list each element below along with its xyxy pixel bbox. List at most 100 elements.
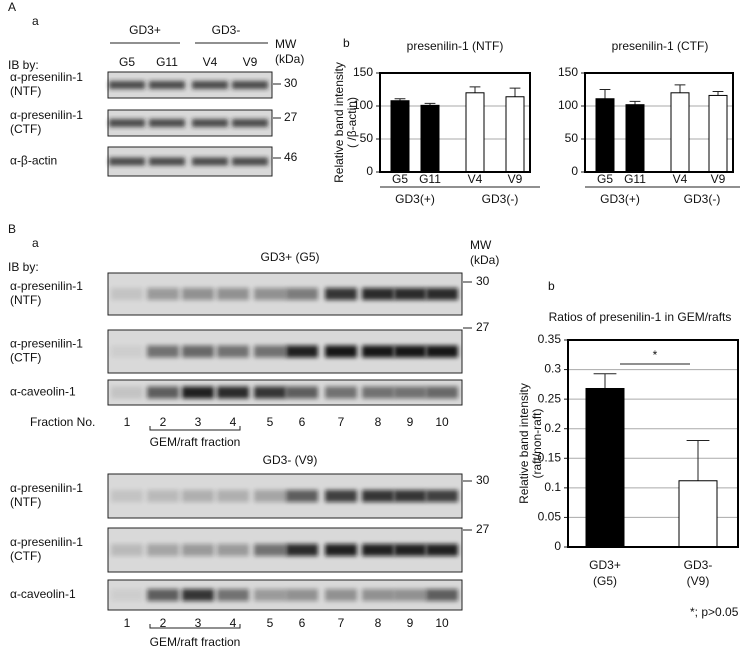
row-label: α-presenilin-1	[10, 535, 83, 549]
chart-title: presenilin-1 (CTF)	[612, 39, 709, 53]
row-label: (NTF)	[10, 495, 41, 509]
y-tick-label: 0.2	[544, 421, 561, 435]
row-label: α-presenilin-1	[10, 108, 83, 122]
y-tick-label: 0.3	[544, 362, 561, 376]
fraction-number: 6	[299, 616, 306, 630]
band	[109, 157, 145, 166]
band	[111, 345, 143, 358]
bar	[390, 100, 410, 173]
row-label: (NTF)	[10, 84, 41, 98]
y-tick-label: 150	[558, 65, 578, 79]
mw-marker: 27	[284, 110, 298, 124]
row-label: α-β-actin	[10, 154, 57, 168]
x-tick-label: V4	[468, 172, 483, 186]
fraction-number: 2	[160, 415, 167, 429]
x-tick-sublabel: (V9)	[687, 574, 710, 588]
band	[232, 81, 268, 89]
bar	[670, 92, 690, 173]
band	[325, 544, 357, 556]
y-tick-label: 0	[571, 164, 578, 178]
ib-by: IB by:	[8, 260, 39, 274]
band	[182, 386, 214, 399]
band	[254, 345, 286, 358]
band	[147, 589, 179, 601]
band	[286, 589, 318, 601]
band	[147, 288, 179, 300]
band	[254, 589, 286, 601]
band	[362, 386, 394, 399]
x-tick-label: G5	[597, 172, 613, 186]
band	[426, 544, 458, 556]
band	[147, 386, 179, 399]
band	[147, 490, 179, 502]
y-tick-label: 0.1	[544, 480, 561, 494]
fraction-number: 6	[299, 415, 306, 429]
band	[286, 345, 318, 358]
row-label: (CTF)	[10, 549, 41, 563]
bar	[595, 98, 615, 173]
plot-frame	[379, 72, 531, 173]
band	[217, 345, 249, 358]
band	[192, 119, 228, 127]
band	[182, 490, 214, 502]
group-label: GD3+	[129, 23, 161, 37]
note: *; p>0.05	[690, 605, 739, 619]
fraction-number: 8	[375, 616, 382, 630]
band	[325, 490, 357, 502]
y-axis-label: Relative band intensity	[332, 62, 346, 183]
band	[362, 345, 394, 358]
y-tick-label: 100	[353, 98, 373, 112]
fraction-number: 9	[407, 415, 414, 429]
band	[111, 490, 143, 502]
bar	[625, 104, 645, 173]
band	[362, 288, 394, 300]
fraction-label: Fraction No.	[30, 415, 95, 429]
band	[149, 157, 185, 166]
band	[149, 119, 185, 127]
fraction-number: 5	[267, 415, 274, 429]
fraction-number: 3	[195, 616, 202, 630]
fraction-number: 10	[435, 616, 449, 630]
y-axis-label: Relative band intensity	[517, 383, 531, 504]
y-tick-label: 50	[360, 131, 374, 145]
band	[111, 544, 143, 556]
error-bar	[599, 89, 611, 99]
bar	[505, 96, 525, 173]
bracket	[149, 624, 241, 629]
bar	[420, 104, 440, 173]
band	[109, 81, 145, 89]
y-tick-label: 0.05	[538, 510, 562, 524]
panel-label: A	[8, 0, 16, 14]
y-tick-label: 0	[554, 539, 561, 553]
row-label: α-presenilin-1	[10, 279, 83, 293]
y-axis-label: (raft/non-raft)	[530, 408, 544, 478]
band	[426, 345, 458, 358]
mw-marker: 30	[284, 76, 298, 90]
band	[286, 544, 318, 556]
group-label: GD3-	[212, 23, 241, 37]
mw-label: (kDa)	[470, 253, 499, 267]
band	[325, 386, 357, 399]
y-tick-label: 0.15	[538, 450, 562, 464]
mw-label: MW	[275, 37, 297, 51]
panel-label: B	[8, 222, 16, 236]
row-label: α-caveolin-1	[10, 385, 76, 399]
fraction-number: 2	[160, 616, 167, 630]
mw-marker: 46	[284, 150, 298, 164]
y-tick-label: 0.25	[538, 391, 562, 405]
band	[192, 157, 228, 166]
band	[394, 345, 426, 358]
band	[232, 157, 268, 166]
bracket	[149, 426, 241, 431]
error-bar	[674, 84, 686, 93]
bar	[465, 92, 485, 173]
band	[362, 589, 394, 601]
blot-title: GD3+ (G5)	[260, 250, 319, 264]
band	[147, 544, 179, 556]
band	[182, 345, 214, 358]
panel-label: a	[32, 236, 39, 250]
error-bar	[509, 87, 521, 97]
band	[254, 544, 286, 556]
error-bar	[469, 86, 481, 93]
